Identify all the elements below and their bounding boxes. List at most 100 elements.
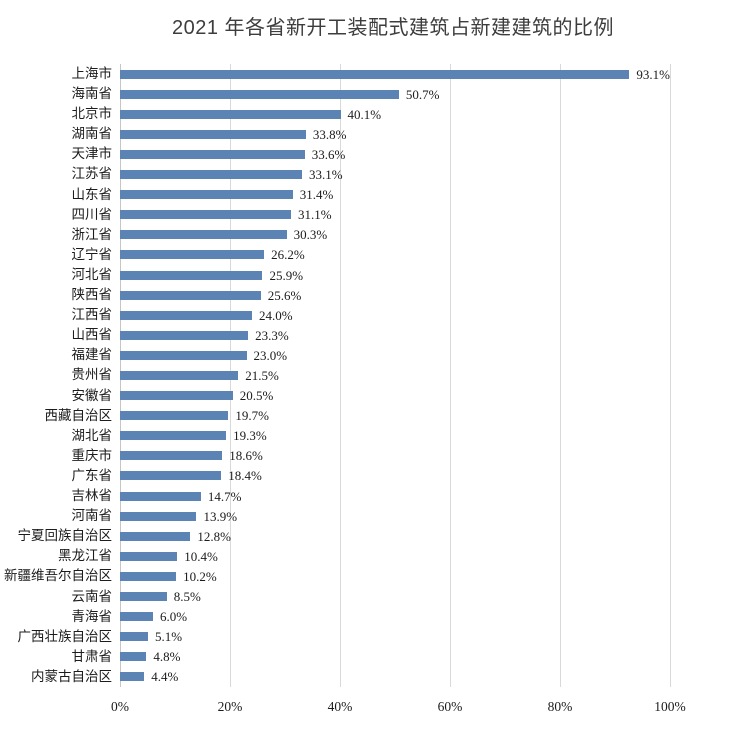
bar-value-label: 30.3% bbox=[293, 227, 328, 243]
bar-row: 8.5% bbox=[120, 587, 670, 607]
bar bbox=[120, 69, 630, 79]
bar-row: 26.2% bbox=[120, 245, 670, 265]
bar-row: 6.0% bbox=[120, 607, 670, 627]
bar bbox=[120, 551, 178, 561]
category-label: 新疆维吾尔自治区 bbox=[4, 568, 112, 584]
bar bbox=[120, 672, 145, 682]
bar-value-label: 10.2% bbox=[183, 568, 217, 584]
category-label: 湖南省 bbox=[71, 126, 113, 142]
bar bbox=[120, 391, 233, 401]
bar-row: 24.0% bbox=[120, 305, 670, 325]
x-tick-label: 20% bbox=[217, 699, 243, 714]
bar-value-label: 50.7% bbox=[405, 86, 440, 102]
category-label: 吉林省 bbox=[71, 488, 113, 504]
bar bbox=[120, 652, 147, 662]
category-label: 甘肃省 bbox=[71, 648, 113, 664]
gridline bbox=[340, 64, 341, 687]
bar-row: 25.9% bbox=[120, 265, 670, 285]
category-label: 安徽省 bbox=[71, 387, 113, 403]
category-label: 山西省 bbox=[71, 327, 113, 343]
category-label: 上海市 bbox=[71, 66, 113, 81]
bar-value-label: 31.1% bbox=[298, 207, 332, 223]
x-tick-label: 40% bbox=[327, 699, 353, 714]
bar-row: 14.7% bbox=[120, 486, 670, 506]
bar-row: 23.3% bbox=[120, 325, 670, 345]
bar bbox=[120, 491, 201, 501]
category-label: 浙江省 bbox=[71, 226, 113, 242]
bar-value-label: 18.4% bbox=[228, 468, 262, 484]
bar-row: 30.3% bbox=[120, 225, 670, 245]
bar-value-label: 4.8% bbox=[153, 649, 181, 665]
category-label: 重庆市 bbox=[71, 447, 113, 463]
bar-row: 18.6% bbox=[120, 446, 670, 466]
bar-value-label: 26.2% bbox=[271, 247, 305, 263]
bar bbox=[120, 531, 191, 541]
bar bbox=[120, 511, 197, 521]
bar-row: 93.1% bbox=[120, 64, 670, 84]
bar-value-label: 40.1% bbox=[347, 106, 382, 122]
x-tick-label: 80% bbox=[547, 699, 573, 714]
bar-row: 4.4% bbox=[120, 667, 670, 687]
bar-value-label: 25.6% bbox=[267, 287, 302, 303]
bar-row: 33.8% bbox=[120, 124, 670, 144]
bar-value-label: 23.0% bbox=[253, 347, 288, 363]
bar bbox=[120, 109, 341, 119]
bar bbox=[120, 350, 247, 360]
bar bbox=[120, 411, 229, 421]
category-label: 山东省 bbox=[71, 186, 113, 202]
bar-value-label: 8.5% bbox=[173, 589, 201, 605]
category-label: 云南省 bbox=[71, 588, 113, 604]
bar-value-label: 23.3% bbox=[255, 327, 289, 343]
bar-value-label: 5.1% bbox=[155, 629, 183, 645]
category-label: 福建省 bbox=[71, 347, 113, 363]
bar bbox=[120, 170, 303, 180]
bar bbox=[120, 571, 177, 581]
bar-value-label: 6.0% bbox=[160, 609, 188, 625]
plot-area: 93.1% 50.7% 40.1% 33.8% 33.6% 33.1% 31.4% 31.1%… bbox=[120, 64, 671, 687]
category-label: 内蒙古自治区 bbox=[31, 668, 112, 684]
bar-row: 13.9% bbox=[120, 506, 670, 526]
gridline bbox=[450, 64, 451, 687]
bar bbox=[120, 290, 261, 300]
bar-value-label: 31.4% bbox=[299, 187, 334, 203]
bar bbox=[120, 310, 252, 320]
category-label: 西藏自治区 bbox=[44, 407, 113, 423]
bar-row: 25.6% bbox=[120, 285, 670, 305]
bar bbox=[120, 210, 292, 220]
bar-value-label: 12.8% bbox=[197, 528, 231, 544]
bar bbox=[120, 471, 222, 481]
bar-row: 33.6% bbox=[120, 144, 670, 164]
bar-row: 20.5% bbox=[120, 386, 670, 406]
bar bbox=[120, 190, 293, 200]
bar-row: 40.1% bbox=[120, 104, 670, 124]
bar-value-label: 25.9% bbox=[269, 267, 304, 283]
category-label: 江苏省 bbox=[71, 166, 113, 182]
bar-row: 5.1% bbox=[120, 627, 670, 647]
bar bbox=[120, 89, 399, 99]
bar-value-label: 33.6% bbox=[311, 146, 346, 162]
bar-row: 21.5% bbox=[120, 365, 670, 385]
x-tick-label: 0% bbox=[111, 699, 129, 714]
gridline bbox=[670, 64, 671, 687]
category-label: 四川省 bbox=[71, 206, 113, 222]
bar bbox=[120, 431, 227, 441]
bar bbox=[120, 330, 249, 340]
chart-title: 2021 年各省新开工装配式建筑占新建建筑的比例 bbox=[171, 17, 615, 39]
bar-value-label: 33.1% bbox=[309, 167, 343, 183]
bar bbox=[120, 129, 306, 139]
bar-value-label: 19.7% bbox=[235, 408, 269, 424]
bar-row: 18.4% bbox=[120, 466, 670, 486]
category-label: 黑龙江省 bbox=[58, 548, 112, 564]
category-label: 河北省 bbox=[71, 266, 113, 282]
bar-value-label: 24.0% bbox=[259, 307, 293, 323]
bar-row: 12.8% bbox=[120, 526, 670, 546]
bar bbox=[120, 270, 263, 280]
bar bbox=[120, 592, 167, 602]
bar-row: 10.2% bbox=[120, 566, 670, 586]
category-label: 宁夏回族自治区 bbox=[17, 528, 113, 544]
bar-value-label: 10.4% bbox=[184, 548, 218, 564]
bar-value-label: 4.4% bbox=[151, 669, 179, 685]
bar-row: 10.4% bbox=[120, 546, 670, 566]
x-axis: 0% 20% 40% 60% 80% 100% bbox=[111, 699, 686, 719]
bar-row: 19.3% bbox=[120, 426, 670, 446]
